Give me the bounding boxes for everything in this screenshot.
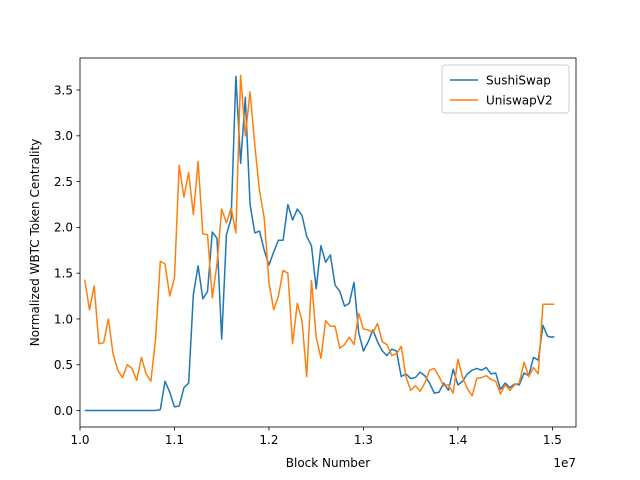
y-tick-label: 0.0	[54, 404, 73, 418]
x-tick-label: 1.4	[448, 433, 467, 447]
legend-label-uniswapv2: UniswapV2	[486, 93, 553, 107]
x-axis-scale-label: 1e7	[553, 456, 576, 470]
x-tick-label: 1.3	[354, 433, 373, 447]
x-tick-label: 1.0	[70, 433, 89, 447]
y-axis: 0.0 0.5 1.0 1.5 2.0 2.5 3.0 3.5	[54, 83, 80, 418]
y-tick-label: 2.5	[54, 175, 73, 189]
x-axis: 1.0 1.1 1.2 1.3 1.4 1.5	[70, 427, 562, 447]
y-tick-label: 0.5	[54, 358, 73, 372]
y-tick-label: 3.5	[54, 83, 73, 97]
legend: SushiSwap UniswapV2	[441, 64, 570, 114]
y-tick-label: 3.0	[54, 129, 73, 143]
series-line-sushiswap	[84, 75, 555, 412]
x-tick-label: 1.5	[543, 433, 562, 447]
x-tick-label: 1.1	[165, 433, 184, 447]
x-tick-label: 1.2	[259, 433, 278, 447]
series-line-uniswapv2	[83, 74, 555, 397]
series-layer	[83, 74, 555, 412]
y-tick-label: 1.5	[54, 266, 73, 280]
legend-label-sushiswap: SushiSwap	[486, 73, 551, 87]
x-axis-label: Block Number	[286, 456, 371, 470]
legend-box	[441, 64, 570, 114]
y-tick-label: 2.0	[54, 221, 73, 235]
plot-frame	[79, 57, 577, 428]
y-axis-label: Normalized WBTC Token Centrality	[28, 139, 42, 347]
y-tick-label: 1.0	[54, 312, 73, 326]
